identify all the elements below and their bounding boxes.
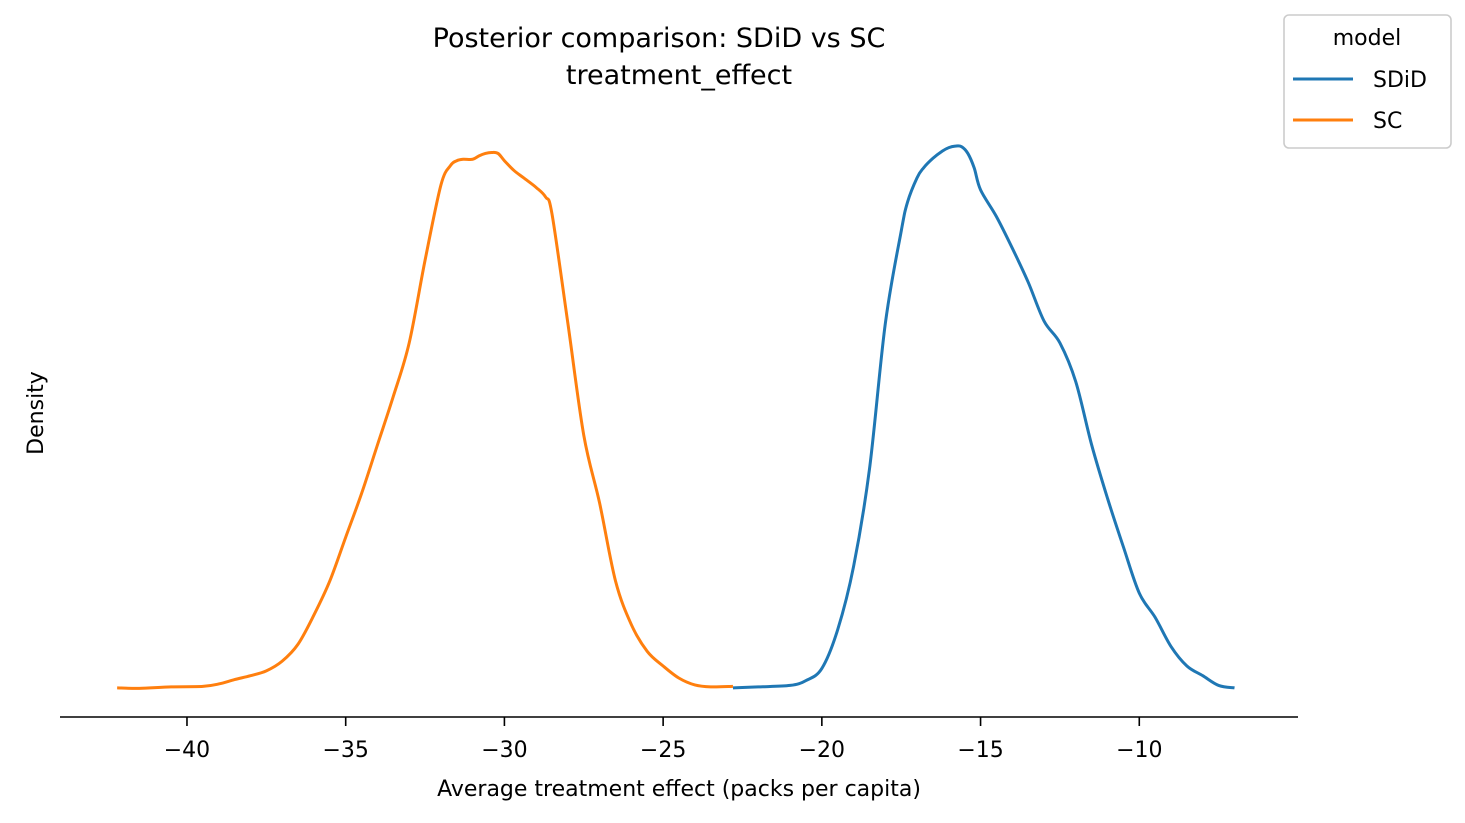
legend: model SDiD SC <box>1283 14 1452 149</box>
chart-subtitle: treatment_effect <box>566 60 792 91</box>
x-tick-label: −15 <box>957 738 1003 763</box>
x-tick-label: −10 <box>1116 738 1162 763</box>
y-axis-label: Density <box>24 371 49 455</box>
legend-label-sc: SC <box>1373 109 1402 134</box>
x-ticks: −40 −35 −30 −25 −20 −15 −10 <box>164 717 1163 763</box>
x-axis-label: Average treatment effect (packs per capi… <box>437 777 921 802</box>
x-tick-label: −35 <box>322 738 368 763</box>
series-layer <box>117 144 1235 690</box>
x-tick-label: −40 <box>164 738 210 763</box>
legend-title: model <box>1333 26 1402 51</box>
series-line-sdid <box>732 144 1235 690</box>
legend-label-sdid: SDiD <box>1373 68 1427 93</box>
chart-title: Posterior comparison: SDiD vs SC <box>433 23 886 54</box>
legend-items: SDiD SC <box>1293 68 1427 134</box>
x-tick-label: −20 <box>799 738 845 763</box>
x-tick-label: −25 <box>640 738 686 763</box>
legend-frame <box>1283 14 1452 149</box>
series-line-sc <box>117 150 733 690</box>
x-tick-label: −30 <box>481 738 527 763</box>
plot-area: −40 −35 −30 −25 −20 −15 −10 <box>60 144 1298 763</box>
